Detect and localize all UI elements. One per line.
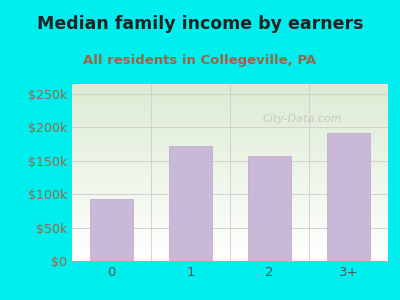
Bar: [169, 146, 212, 261]
Text: Median family income by earners: Median family income by earners: [37, 15, 363, 33]
Text: All residents in Collegeville, PA: All residents in Collegeville, PA: [84, 54, 316, 67]
Bar: [327, 134, 370, 261]
Text: City-Data.com: City-Data.com: [263, 114, 342, 124]
Bar: [90, 199, 133, 261]
Bar: [248, 156, 291, 261]
